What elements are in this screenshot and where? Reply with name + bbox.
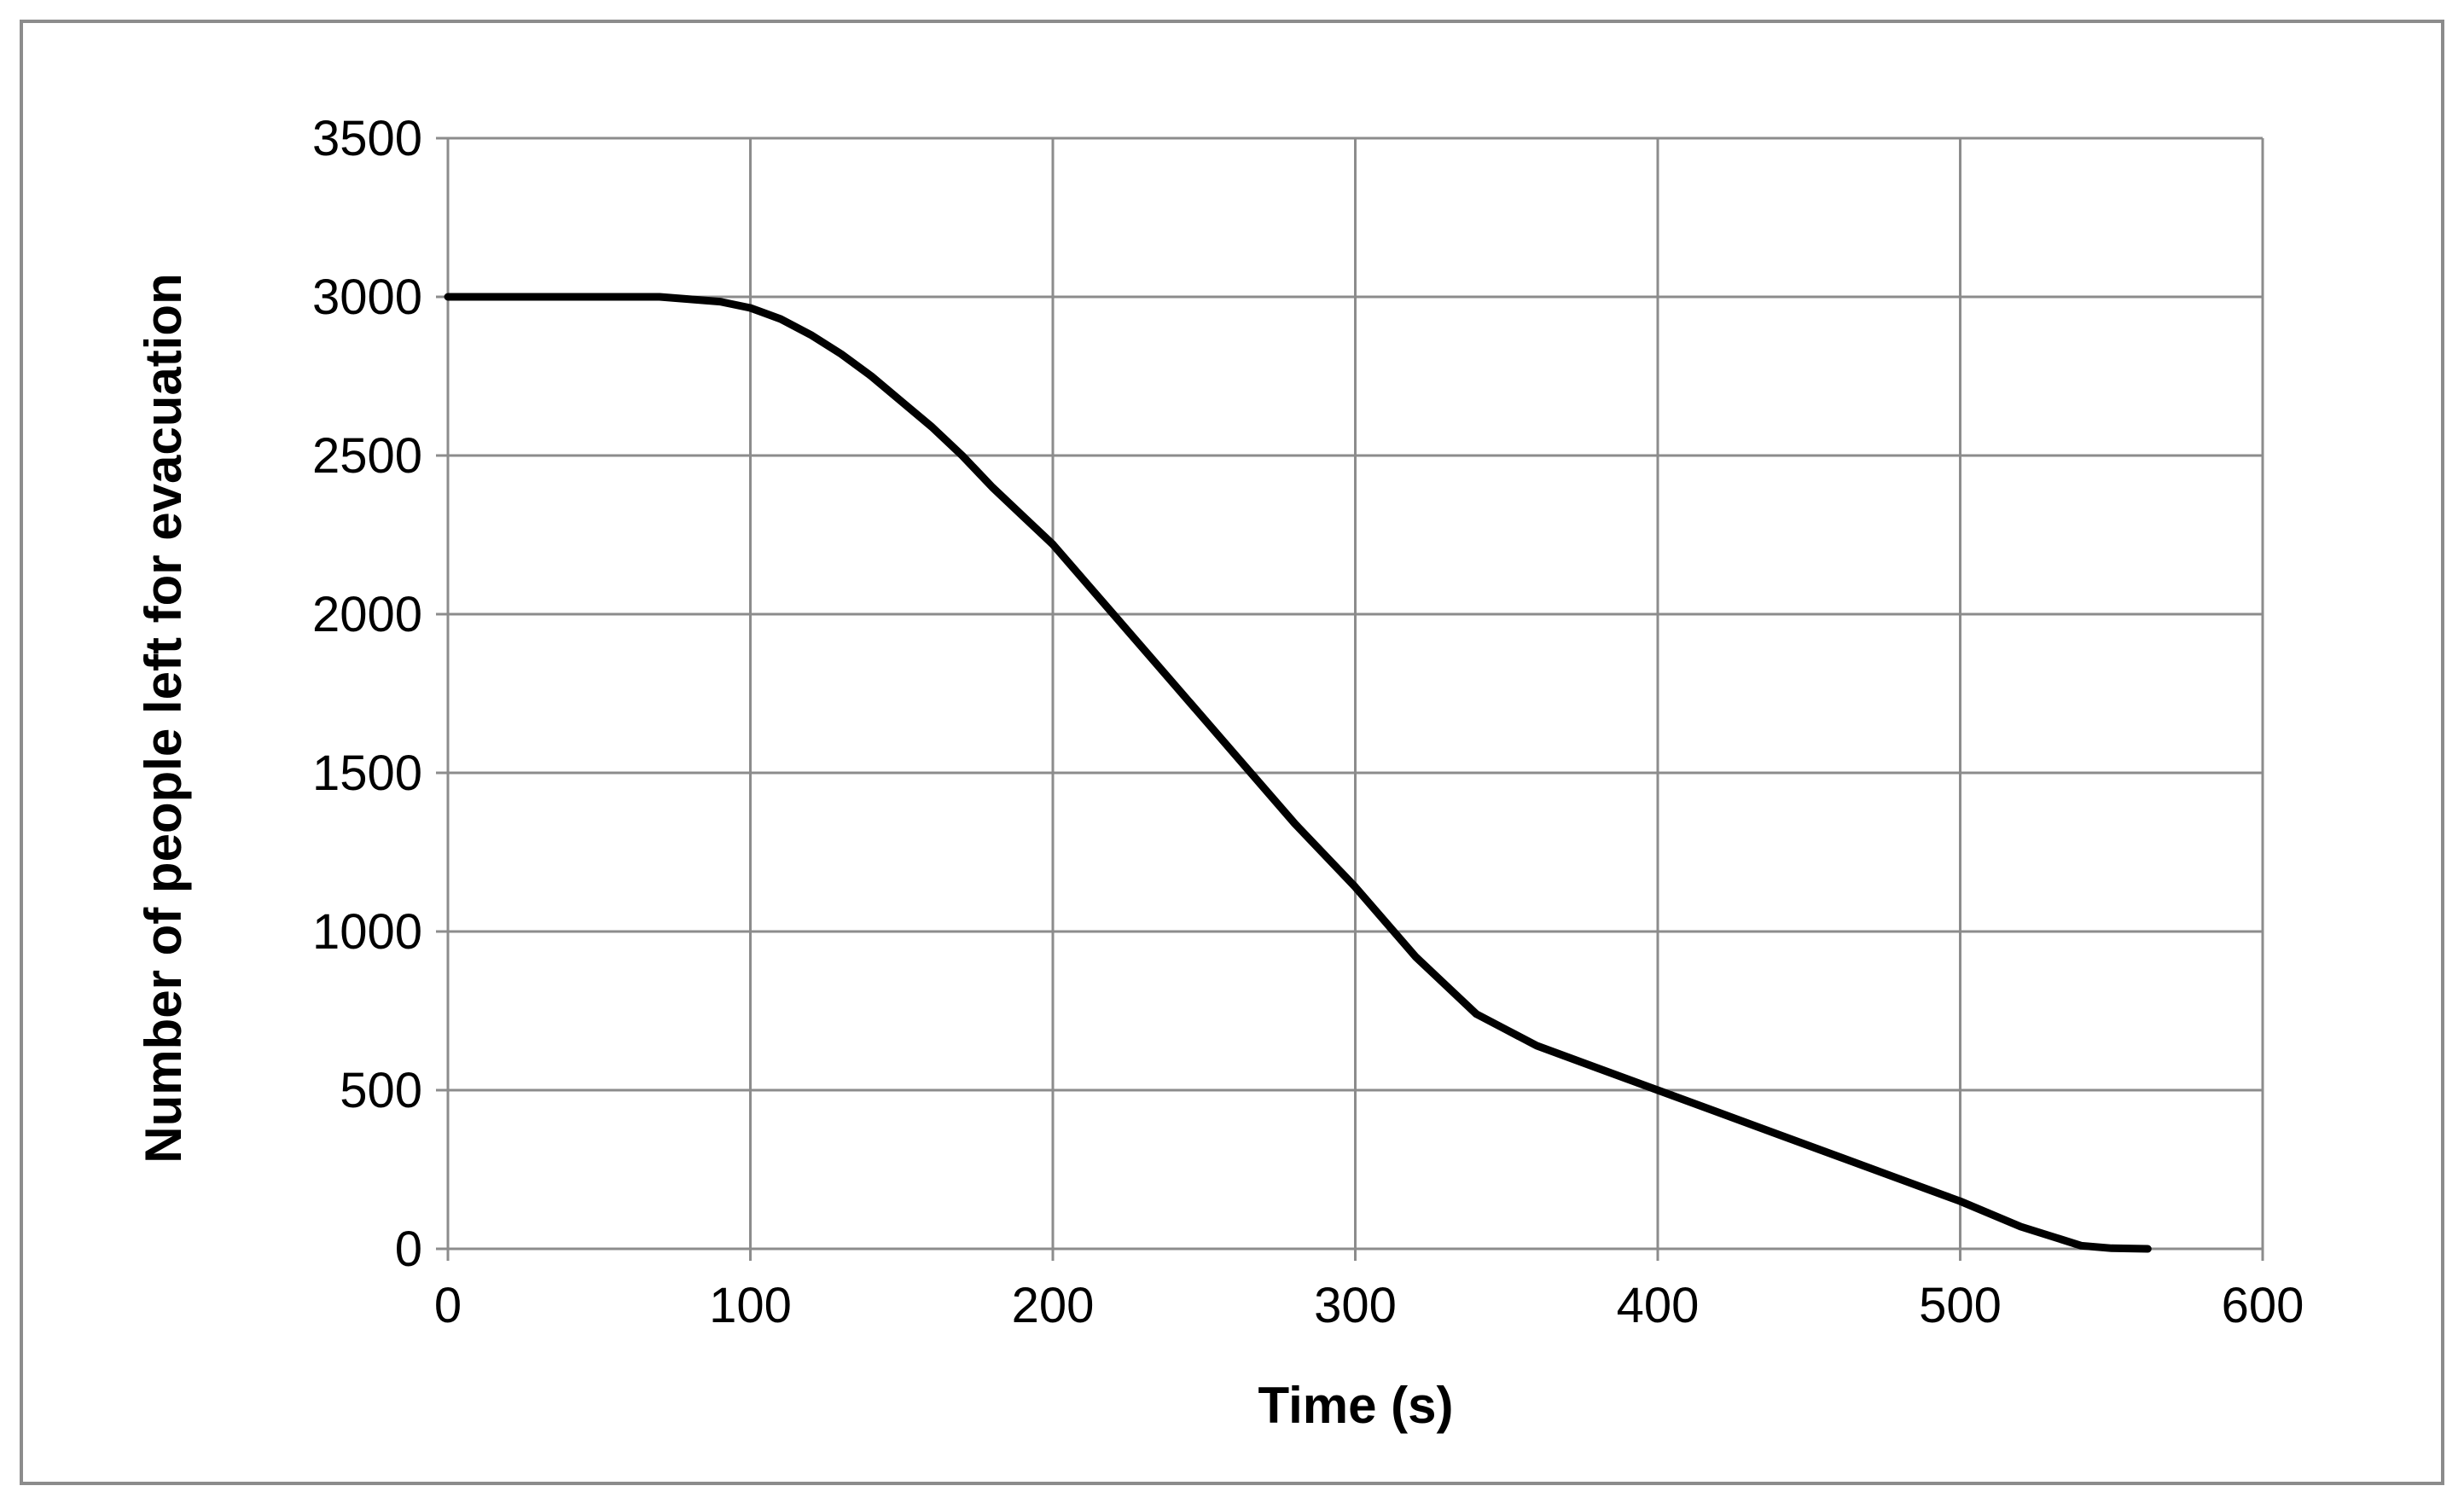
- x-tick-label: 200: [1012, 1278, 1095, 1333]
- x-tick-label: 600: [2222, 1278, 2304, 1333]
- y-tick-label: 0: [395, 1222, 422, 1277]
- y-tick-label: 2500: [312, 428, 422, 484]
- y-tick-label: 1500: [312, 746, 422, 801]
- grid-lines: [436, 136, 2264, 1261]
- tick-labels: 0 500 1000 1500 2000 2500 3000 3500 0 100 200 300 40…: [312, 111, 2304, 1333]
- y-tick-label: 500: [340, 1063, 422, 1118]
- y-tick-label: 3000: [312, 270, 422, 325]
- x-tick-label: 500: [1919, 1278, 2002, 1333]
- series-line-0: [444, 293, 2152, 1253]
- x-tick-label: 0: [434, 1278, 462, 1333]
- y-tick-label: 1000: [312, 904, 422, 960]
- x-tick-label: 400: [1617, 1278, 1700, 1333]
- y-tick-label: 3500: [312, 111, 422, 166]
- x-tick-label: 100: [709, 1278, 792, 1333]
- series-layer: [444, 293, 2152, 1253]
- x-tick-label: 300: [1314, 1278, 1397, 1333]
- y-tick-label: 2000: [312, 587, 422, 642]
- y-axis-label: Number of people left for evacuation: [135, 273, 192, 1163]
- x-axis-label: Time (s): [1258, 1377, 1454, 1434]
